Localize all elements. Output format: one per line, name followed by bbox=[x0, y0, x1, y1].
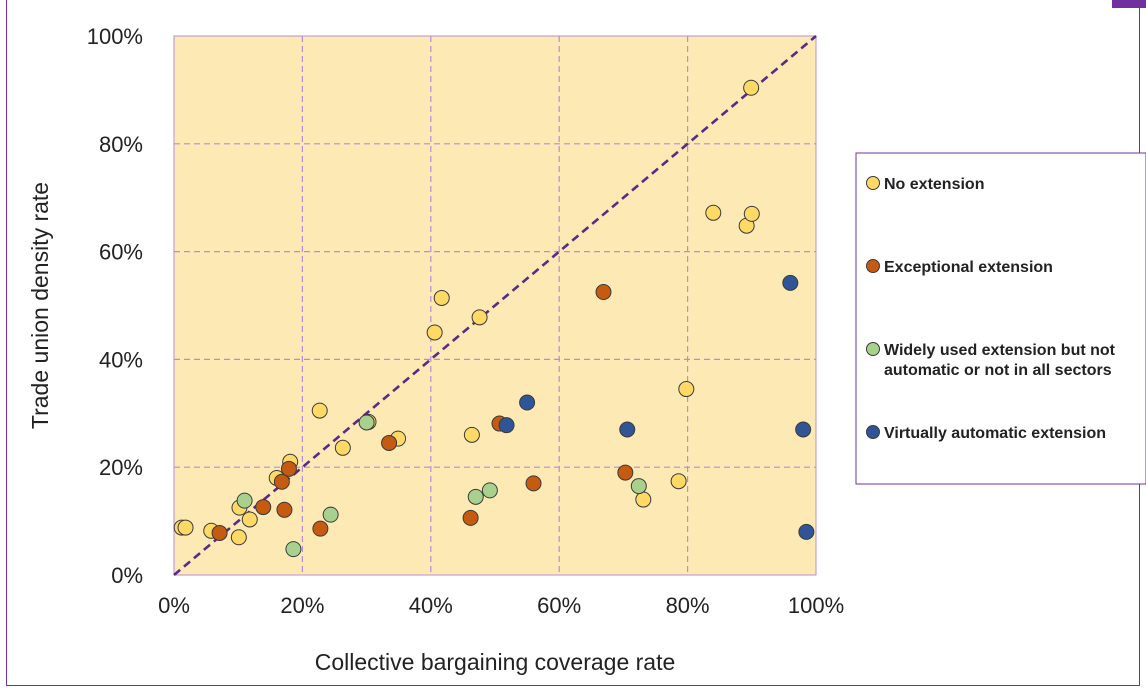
data-point bbox=[635, 491, 652, 508]
x-tick-label: 60% bbox=[537, 593, 581, 618]
legend-marker bbox=[866, 342, 880, 356]
legend-label: automatic or not in all sectors bbox=[884, 362, 1112, 379]
legend-item: Exceptional extension bbox=[866, 259, 1053, 276]
data-point bbox=[241, 511, 258, 528]
x-tick-label: 20% bbox=[280, 593, 324, 618]
legend-item: Widely used extension but not automatic o… bbox=[866, 342, 1116, 379]
legend-label: Virtually automatic extension bbox=[884, 425, 1106, 442]
x-tick-label: 80% bbox=[666, 593, 710, 618]
data-point bbox=[782, 274, 799, 291]
data-point bbox=[705, 204, 722, 221]
data-point bbox=[743, 79, 760, 96]
data-point bbox=[795, 421, 812, 438]
x-tick-label: 40% bbox=[409, 593, 453, 618]
data-point bbox=[334, 439, 351, 456]
data-point bbox=[798, 523, 815, 540]
data-point bbox=[743, 205, 760, 222]
data-point bbox=[630, 478, 647, 495]
data-point bbox=[381, 434, 398, 451]
data-point bbox=[463, 426, 480, 443]
data-point bbox=[433, 289, 450, 306]
data-point bbox=[255, 499, 272, 516]
data-point bbox=[273, 473, 290, 490]
data-point bbox=[595, 284, 612, 301]
data-point bbox=[678, 381, 695, 398]
x-axis-title: Collective bargaining coverage rate bbox=[315, 649, 676, 675]
grid-lines bbox=[174, 36, 816, 575]
data-point bbox=[358, 414, 375, 431]
y-axis-title: Trade union density rate bbox=[27, 182, 53, 429]
data-point bbox=[498, 417, 515, 434]
data-point bbox=[230, 529, 247, 546]
legend-label: Exceptional extension bbox=[884, 259, 1053, 276]
y-axis-ticks: 0% 20% 40% 60% 80% 100% bbox=[87, 24, 143, 588]
data-point bbox=[211, 524, 228, 541]
data-point bbox=[462, 509, 479, 526]
legend-marker bbox=[866, 425, 880, 439]
legend-item: No extension bbox=[866, 176, 984, 193]
data-point bbox=[236, 492, 253, 509]
data-point bbox=[280, 460, 297, 477]
data-point bbox=[619, 421, 636, 438]
data-point bbox=[481, 482, 498, 499]
legend-label: No extension bbox=[884, 176, 984, 193]
y-tick-label: 80% bbox=[99, 132, 143, 157]
data-point bbox=[426, 324, 443, 341]
data-points bbox=[173, 79, 815, 558]
x-tick-label: 0% bbox=[158, 593, 190, 618]
y-tick-label: 60% bbox=[99, 240, 143, 265]
x-axis-ticks: 0% 20% 40% 60% 80% 100% bbox=[158, 593, 844, 618]
y-tick-label: 20% bbox=[99, 455, 143, 480]
data-point bbox=[285, 541, 302, 558]
legend-box bbox=[855, 152, 1146, 485]
data-point bbox=[519, 394, 536, 411]
logo-fragment bbox=[1112, 0, 1146, 8]
series-3 bbox=[498, 274, 815, 540]
series-2 bbox=[236, 414, 647, 558]
data-point bbox=[177, 519, 194, 536]
data-point bbox=[670, 473, 687, 490]
legend: No extension Exceptional extension Widely … bbox=[855, 152, 1146, 485]
data-point bbox=[311, 402, 328, 419]
data-point bbox=[525, 475, 542, 492]
data-point bbox=[467, 488, 484, 505]
data-point bbox=[471, 309, 488, 326]
x-tick-label: 100% bbox=[788, 593, 844, 618]
legend-label: Widely used extension but not bbox=[884, 342, 1116, 359]
y-tick-label: 0% bbox=[111, 563, 143, 588]
y-tick-label: 40% bbox=[99, 347, 143, 372]
y-tick-label: 100% bbox=[87, 24, 143, 49]
data-point bbox=[617, 464, 634, 481]
legend-item: Virtually automatic extension bbox=[866, 425, 1106, 442]
legend-marker bbox=[866, 259, 880, 273]
diagonal-reference-line bbox=[173, 35, 817, 576]
data-point bbox=[276, 501, 293, 518]
data-point bbox=[312, 520, 329, 537]
data-point bbox=[322, 506, 339, 523]
legend-marker bbox=[866, 176, 880, 190]
